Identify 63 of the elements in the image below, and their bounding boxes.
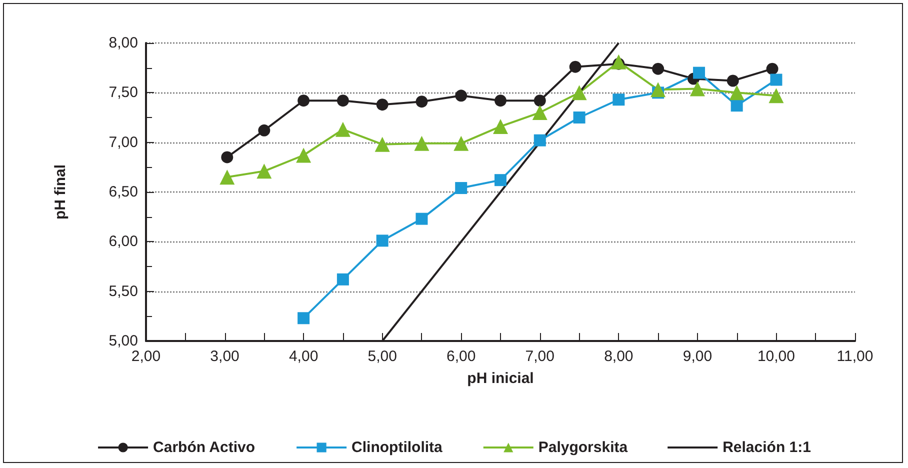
point bbox=[569, 60, 582, 73]
y-tick-label: 8,00 bbox=[108, 34, 138, 52]
x-tick-label: 6,00 bbox=[446, 348, 476, 365]
point bbox=[612, 94, 625, 106]
point bbox=[335, 122, 350, 137]
x-tick-label: 8,00 bbox=[604, 348, 634, 365]
point bbox=[611, 54, 626, 70]
y-tick-label: 7,50 bbox=[108, 84, 138, 102]
point bbox=[298, 94, 310, 107]
x-tick-label: 11,00 bbox=[836, 348, 874, 365]
point bbox=[416, 96, 428, 108]
x-tick-label: 5,00 bbox=[368, 348, 397, 365]
point bbox=[221, 151, 234, 164]
point bbox=[690, 81, 705, 96]
legend-label: Clinoptilolita bbox=[352, 439, 444, 456]
point bbox=[374, 136, 390, 152]
y-tick-label: 5,50 bbox=[108, 282, 138, 300]
y-tick-label: 6,00 bbox=[108, 233, 138, 250]
y-tick-label: 6,50 bbox=[108, 184, 138, 200]
point bbox=[534, 94, 546, 107]
point bbox=[454, 136, 469, 151]
point bbox=[770, 74, 782, 86]
point bbox=[376, 98, 388, 111]
point bbox=[494, 174, 506, 186]
point bbox=[572, 85, 587, 100]
x-tick-label: 3,00 bbox=[210, 348, 240, 365]
point bbox=[534, 134, 546, 146]
y-tick-label: 5,00 bbox=[108, 332, 138, 350]
point bbox=[220, 170, 235, 185]
point bbox=[298, 312, 310, 324]
point bbox=[729, 85, 744, 100]
point bbox=[455, 90, 468, 102]
point bbox=[726, 74, 739, 87]
x-tick-label: 10,00 bbox=[757, 348, 795, 365]
point bbox=[493, 118, 508, 134]
x-tick-label: 4,00 bbox=[288, 348, 318, 365]
point bbox=[455, 182, 468, 194]
point bbox=[336, 273, 349, 286]
y-axis-title: pH final bbox=[52, 164, 69, 220]
point bbox=[414, 136, 430, 151]
point bbox=[256, 164, 272, 179]
x-tick-label: 9,00 bbox=[682, 348, 712, 365]
point bbox=[376, 234, 388, 247]
point bbox=[650, 82, 666, 98]
x-axis-title: pH inicial bbox=[467, 370, 534, 387]
x-tick-label: 7,00 bbox=[525, 348, 554, 365]
legend-label: Carbón Activo bbox=[153, 439, 255, 456]
point bbox=[730, 100, 743, 112]
point bbox=[573, 112, 586, 124]
legend-label: Palygorskita bbox=[538, 439, 628, 456]
point bbox=[296, 148, 312, 163]
point bbox=[652, 62, 664, 75]
point bbox=[416, 212, 428, 225]
point bbox=[532, 105, 548, 120]
legend-label: Relación 1:1 bbox=[722, 439, 811, 456]
point bbox=[494, 94, 506, 107]
point bbox=[768, 88, 784, 104]
y-tick-label: 7,00 bbox=[108, 134, 138, 151]
point bbox=[258, 124, 270, 136]
point bbox=[693, 66, 706, 79]
x-tick-label: 2,00 bbox=[131, 348, 161, 365]
point bbox=[766, 62, 778, 75]
point bbox=[336, 94, 349, 107]
